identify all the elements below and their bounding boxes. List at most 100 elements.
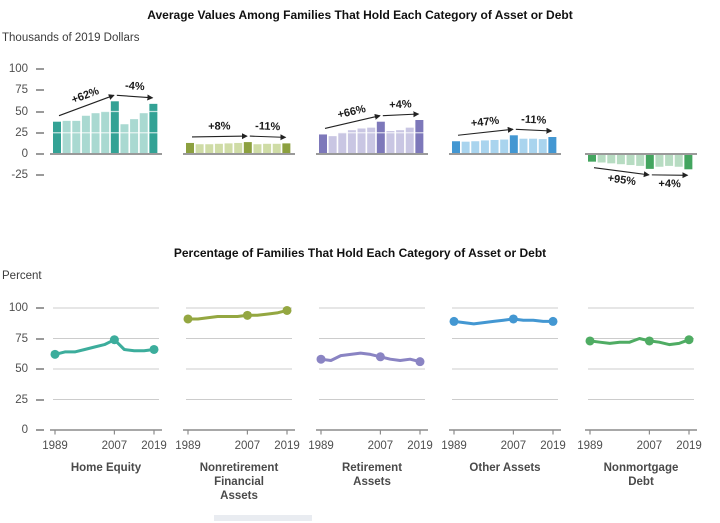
data-point-marker-2019 xyxy=(149,344,159,354)
x-tick-label: 2019 xyxy=(540,440,566,452)
y-tick-mark xyxy=(36,429,44,431)
y-tick-label: 25 xyxy=(15,126,28,139)
trend-line xyxy=(452,317,555,326)
bar-1989 xyxy=(452,141,460,154)
x-tick-label: 2019 xyxy=(141,440,167,452)
x-tick-label: 2019 xyxy=(676,440,702,452)
data-point-marker-2019 xyxy=(684,335,694,345)
data-point-marker-2007 xyxy=(109,335,119,345)
category-label-nonretirement-financial-assets: Nonretirement Financial Assets xyxy=(199,462,279,502)
annotation-arrow xyxy=(116,94,154,101)
bar-1998 xyxy=(480,140,489,154)
annotation-label: +4% xyxy=(658,178,681,190)
x-tick-label: 2007 xyxy=(102,440,128,452)
x-tick-label: 2007 xyxy=(235,440,261,452)
bar-2019 xyxy=(548,137,557,154)
bar-2010 xyxy=(519,138,528,154)
data-point-marker-2019 xyxy=(282,305,292,315)
bar-1989 xyxy=(186,142,194,154)
category-label-home-equity: Home Equity xyxy=(70,462,142,474)
bar-2016 xyxy=(405,127,414,154)
y-tick-label: 50 xyxy=(15,105,28,118)
y-tick-label: 75 xyxy=(15,332,28,345)
annotation-label: +62% xyxy=(70,85,101,106)
annotation-arrow xyxy=(382,111,420,118)
data-point-marker-2007 xyxy=(508,314,518,324)
bar-2010 xyxy=(655,154,664,167)
bar-1998 xyxy=(81,115,90,154)
x-tick-label: 2007 xyxy=(368,440,394,452)
bar-2010 xyxy=(120,124,129,154)
y-tick-label: -25 xyxy=(11,169,28,182)
bar-2001 xyxy=(626,154,635,166)
bar-2007 xyxy=(376,121,385,154)
bar-2013 xyxy=(665,154,674,166)
x-tick-label: 1989 xyxy=(577,440,603,452)
bar-1989 xyxy=(588,154,596,162)
home-equity-bar-chart: +62% -4% xyxy=(50,80,162,176)
trend-line xyxy=(319,351,422,364)
category-label-other-assets: Other Assets xyxy=(469,462,541,474)
bar-1989 xyxy=(319,134,327,154)
y-tick-label: 25 xyxy=(15,393,28,406)
bar-1989 xyxy=(53,121,61,154)
bar-2001 xyxy=(357,128,366,154)
data-point-marker-1989 xyxy=(316,354,326,364)
bar-1995 xyxy=(72,120,81,154)
y-tick-mark xyxy=(36,89,44,92)
annotation-arrow xyxy=(191,133,248,140)
bar-2010 xyxy=(253,144,262,154)
data-point-marker-1989 xyxy=(585,336,595,346)
data-point-marker-2019 xyxy=(548,316,558,326)
nonretirement-financial-assets-line-chart: 1989 2007 2019 xyxy=(175,305,300,452)
bar-1998 xyxy=(616,154,625,165)
home-equity-line-chart: 1989 2007 2019 xyxy=(42,307,167,452)
bar-2007 xyxy=(243,142,252,154)
y-tick-mark xyxy=(36,131,44,134)
annotation-label: -11% xyxy=(521,114,547,127)
bar-2004 xyxy=(636,154,645,166)
category-label-nonmortgage-debt: Nonmortgage Debt xyxy=(603,462,679,488)
bar-2004 xyxy=(500,139,509,154)
retirement-assets-line-chart: 1989 2007 2019 xyxy=(308,307,433,452)
y-tick-mark xyxy=(36,68,44,70)
y-tick-mark xyxy=(36,174,44,177)
trend-line xyxy=(588,337,691,347)
y-tick-label: 50 xyxy=(15,363,28,375)
x-tick-label: 2019 xyxy=(407,440,433,452)
nonmortgage-debt-line-chart: 1989 2007 2019 xyxy=(577,307,702,452)
bottom-panel-title: Percentage of Families That Hold Each Ca… xyxy=(173,246,547,260)
nonretirement-financial-assets-bar-chart: +8% -11% xyxy=(183,89,295,176)
top-panel-unit-label: Thousands of 2019 Dollars xyxy=(2,32,140,44)
annotation-arrow xyxy=(457,126,514,136)
annotation-label: -11% xyxy=(255,120,281,133)
bar-2004 xyxy=(367,127,376,154)
x-tick-label: 1989 xyxy=(42,440,68,452)
x-tick-label: 2007 xyxy=(501,440,527,452)
bar-1998 xyxy=(214,143,223,154)
other-assets-bar-chart: +47% -11% xyxy=(449,89,561,176)
y-tick-mark xyxy=(36,307,44,309)
y-tick-label: 75 xyxy=(15,84,28,97)
bar-2013 xyxy=(529,138,538,154)
data-point-marker-1989 xyxy=(449,316,459,326)
bar-1992 xyxy=(461,141,470,154)
x-tick-label: 1989 xyxy=(441,440,467,452)
bar-2007 xyxy=(509,135,518,154)
y-tick-mark xyxy=(36,337,44,340)
category-label-retirement-assets: Retirement Assets xyxy=(341,462,403,488)
y-tick-label: 0 xyxy=(21,148,28,160)
retirement-assets-bar-chart: +66% +4% xyxy=(316,89,428,176)
x-tick-label: 1989 xyxy=(175,440,201,452)
annotation-label: +8% xyxy=(208,120,231,132)
data-point-marker-2019 xyxy=(415,357,425,367)
data-point-marker-2007 xyxy=(242,310,252,320)
bar-2016 xyxy=(139,113,148,154)
bar-2013 xyxy=(263,143,272,154)
bar-1995 xyxy=(471,141,480,154)
data-point-marker-2007 xyxy=(375,352,385,362)
annotation-arrow xyxy=(515,127,553,134)
bar-2007 xyxy=(110,101,119,154)
bar-2019 xyxy=(684,154,693,170)
